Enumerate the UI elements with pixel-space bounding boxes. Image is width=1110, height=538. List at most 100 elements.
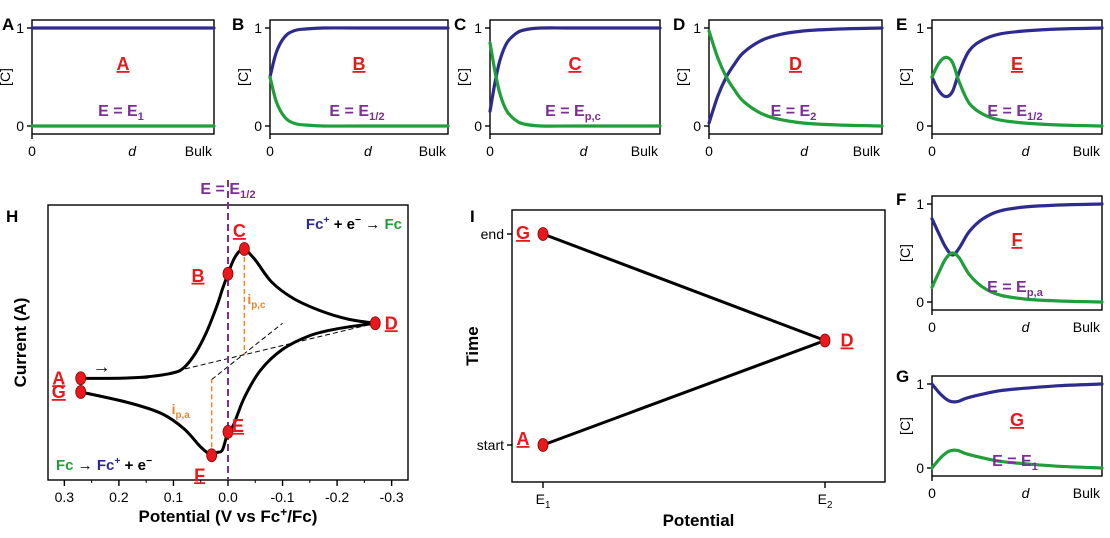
y-tick-label: 1	[16, 20, 24, 36]
state-label: B	[353, 54, 366, 74]
y-tick-label: 0	[916, 460, 924, 476]
x-tick-label: 0	[928, 143, 936, 159]
series-blue-line	[930, 202, 1104, 257]
point-a-marker	[75, 371, 87, 386]
y-tick-label: 1	[916, 376, 924, 392]
potential-label-part-0: E = E	[771, 103, 811, 120]
x-axis-label-part-1: +	[280, 505, 287, 519]
x-axis-label: d	[1022, 485, 1031, 501]
ipa-label-part-0: i	[172, 401, 176, 417]
ipc-label-part-1: p,c	[251, 300, 266, 311]
reaction-anodic-part-3: +	[114, 455, 120, 467]
potential-label-part-0: E = E	[992, 453, 1032, 470]
reaction-cathodic: Fc+ + e− → Fc	[306, 214, 402, 233]
x-axis-label: d	[364, 143, 373, 159]
point-a-label: A	[52, 368, 65, 388]
reaction-anodic-part-2: Fc	[97, 457, 115, 474]
series-blue-line	[930, 26, 1104, 99]
x-tick-label: Bulk	[1073, 143, 1101, 159]
panel-letter-d: D	[673, 15, 685, 34]
point-f-marker	[206, 448, 218, 463]
x-axis-label: d	[128, 143, 137, 159]
state-label: D	[789, 54, 802, 74]
point-d-marker	[819, 333, 831, 348]
x-tick-label: -0.1	[270, 489, 294, 505]
y-axis-label: Current (A)	[11, 298, 30, 388]
ipc-label: ip,c	[247, 291, 266, 311]
half-wave-label-part-0: E = E	[200, 181, 240, 198]
x-tick-label-part-1: 2	[827, 500, 832, 511]
potential-label-part-0: E = E	[545, 103, 585, 120]
state-label: G	[1010, 410, 1024, 430]
x-tick-label: Bulk	[419, 143, 447, 159]
ipc-label-part-0: i	[247, 291, 251, 307]
point-b-label: B	[192, 266, 205, 286]
x-tick-label: 0	[928, 485, 936, 501]
ipa-label: ip,a	[172, 401, 191, 421]
scan-direction-arrow: →	[93, 356, 111, 376]
x-tick-label: E2	[818, 491, 833, 511]
reaction-cathodic-part-5: Fc	[384, 216, 402, 233]
point-b-marker	[222, 266, 234, 281]
x-axis-label-part-0: Potential (V vs Fc	[139, 507, 281, 526]
x-tick-label: 0.0	[218, 489, 238, 505]
state-label: E	[1011, 54, 1023, 74]
y-tick-label: 0	[474, 118, 482, 134]
point-a-marker	[537, 438, 549, 452]
potential-label: E = Ep,c	[545, 103, 601, 123]
point-e-label: E	[232, 416, 244, 436]
reaction-cathodic-part-4: →	[361, 216, 384, 233]
x-axis-label: d	[1022, 319, 1031, 335]
cathodic-baseline	[146, 322, 376, 379]
x-axis-label: d	[1022, 143, 1031, 159]
point-g-label: G	[516, 223, 530, 243]
potential-label: E = E1/2	[987, 103, 1042, 123]
reaction-cathodic-part-2: + e	[330, 216, 355, 233]
reaction-anodic: Fc → Fc+ + e−	[56, 455, 152, 474]
series-blue-line	[268, 26, 450, 79]
half-wave-label: E = E1/2	[200, 181, 255, 201]
series-green-line	[930, 448, 1104, 470]
point-g-marker	[75, 385, 87, 399]
half-wave-label-part-1: 1/2	[240, 189, 256, 201]
panel-e: E 0 1 [C] 0 Bulk d E E = E1/2	[896, 15, 1104, 159]
panel-b: B 0 1 [C] 0 Bulk d B E = E1/2	[232, 15, 450, 159]
reaction-cathodic-part-1: +	[323, 214, 329, 226]
x-tick-label-part-0: E	[818, 491, 827, 507]
potential-label: E = E1	[98, 103, 144, 123]
reaction-cathodic-part-0: Fc	[306, 216, 324, 233]
axes-frame	[931, 195, 1103, 311]
y-axis-label: [C]	[235, 68, 251, 86]
panel-f: F 0 1 [C] 0 Bulk d F E = Ep,a	[896, 190, 1104, 335]
x-tick-label-part-1: 1	[545, 500, 550, 511]
potential-label-part-1: 1/2	[369, 111, 385, 123]
y-tick-label: 1	[693, 20, 701, 36]
y-axis-label: [C]	[897, 244, 913, 262]
potential-label-part-1: p,a	[1027, 287, 1044, 299]
y-tick-label: 1	[916, 20, 924, 36]
axes-frame	[708, 19, 883, 135]
potential-label-part-0: E = E	[987, 279, 1027, 296]
series-green-line	[930, 251, 1104, 304]
panel-d: D 0 1 [C] 0 Bulk d D E = E2	[673, 15, 884, 159]
point-a-label: A	[517, 429, 530, 449]
x-tick-label: Bulk	[853, 143, 881, 159]
x-tick-label: Bulk	[631, 143, 659, 159]
y-tick-label: end	[481, 226, 504, 242]
potential-label: E = E1	[992, 453, 1038, 473]
potential-label: E = E2	[771, 103, 817, 123]
x-axis-label-part-2: /Fc)	[287, 507, 317, 526]
y-tick-label: 1	[474, 20, 482, 36]
y-tick-label: 1	[916, 196, 924, 212]
series-green-line	[268, 75, 450, 128]
x-tick-label: 0.1	[164, 489, 184, 505]
potential-waveform-line	[542, 232, 830, 447]
panel-letter-a: A	[2, 15, 14, 34]
x-tick-label: 0	[486, 143, 494, 159]
x-tick-label: 0	[266, 143, 274, 159]
panel-c: C 0 1 [C] 0 Bulk d C E = Ep,c	[454, 15, 662, 159]
axes-frame	[31, 19, 215, 135]
